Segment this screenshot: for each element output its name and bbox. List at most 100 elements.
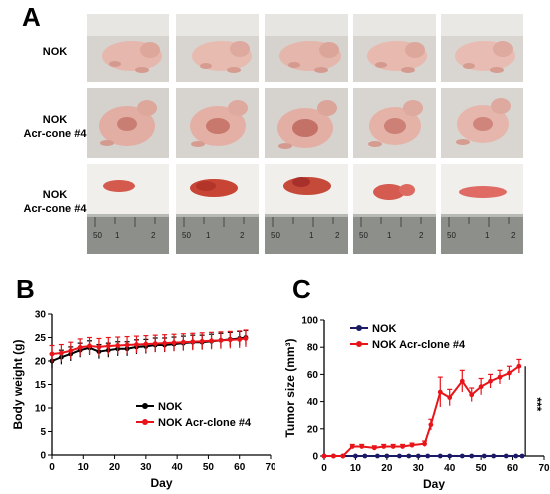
x-tick-label: 0 — [49, 462, 55, 473]
data-point — [237, 336, 243, 342]
x-tick-label: 20 — [381, 463, 393, 474]
body-weight-chart: 0 10 20 30 40 50 60 70 0 5 10 15 20 25 30 Day Body weigh… — [11, 310, 275, 491]
ruler-label-4c: 2 — [419, 231, 424, 240]
photo-tumor-4: 50 1 2 — [353, 164, 436, 254]
data-point — [381, 444, 387, 449]
x-tick-label: 70 — [538, 463, 550, 474]
photo-tumor-3: 50 1 2 — [265, 164, 348, 254]
legend-marker — [356, 325, 362, 331]
data-point — [425, 453, 431, 459]
series-0 — [321, 453, 525, 459]
legend-marker — [142, 419, 148, 425]
panel-c-letter: C — [292, 274, 311, 304]
row-label-2-line1: NOK — [42, 114, 68, 126]
data-point — [507, 370, 512, 376]
photo-acr-mouse-3 — [265, 88, 348, 158]
data-point — [190, 339, 196, 345]
ruler-label-4a: 50 — [359, 231, 368, 240]
data-point — [58, 350, 64, 356]
ruler-label-3a: 50 — [271, 231, 280, 240]
series-1 — [49, 329, 249, 363]
photo-nok-mouse-3 — [265, 14, 348, 82]
data-point — [516, 363, 522, 369]
x-tick-label: 30 — [413, 463, 425, 474]
data-point — [87, 343, 92, 349]
ruler-label-1b: 1 — [115, 231, 120, 240]
data-point — [375, 453, 380, 459]
data-point — [321, 453, 327, 459]
data-point — [459, 453, 465, 459]
ruler-label-4b: 1 — [387, 231, 392, 240]
x-tick-label: 0 — [321, 463, 327, 474]
legend-marker — [356, 341, 362, 347]
data-point — [437, 389, 443, 395]
legend-label-1: NOK Acr-clone #4 — [158, 417, 252, 429]
row-label-2-line2: Acr-cone #4 — [23, 128, 87, 140]
data-point — [68, 348, 74, 354]
x-tick-label: 60 — [507, 463, 519, 474]
data-point — [481, 453, 487, 459]
row-label-3-line2: Acr-cone #4 — [23, 203, 87, 215]
data-point — [503, 453, 509, 459]
ruler-label-5c: 2 — [511, 231, 516, 240]
series-line — [51, 337, 247, 355]
data-point — [497, 374, 503, 380]
photo-acr-mouse-1 — [87, 88, 169, 158]
y-tick-label: 20 — [307, 424, 319, 435]
data-point — [447, 395, 453, 400]
y-tick-label: 25 — [35, 333, 47, 344]
data-point — [478, 384, 484, 390]
x-tick-label: 40 — [444, 463, 456, 474]
photo-nok-mouse-2 — [176, 14, 259, 82]
row-label-3-line1: NOK — [42, 189, 68, 201]
data-point — [243, 336, 249, 341]
ruler-label-2b: 1 — [206, 231, 211, 240]
y-tick-label: 0 — [312, 452, 318, 463]
data-point — [49, 351, 55, 357]
data-point — [469, 392, 475, 398]
photo-nok-mouse-5 — [441, 14, 523, 82]
ruler-label-2a: 50 — [182, 231, 191, 240]
data-point — [406, 453, 412, 459]
data-point — [171, 340, 177, 346]
ruler-label-3b: 1 — [309, 231, 314, 240]
data-point — [397, 453, 402, 459]
data-point — [447, 453, 453, 459]
data-point — [459, 378, 465, 384]
photo-acr-mouse-2 — [176, 88, 259, 158]
photo-nok-mouse-4 — [353, 14, 436, 82]
data-point — [353, 453, 358, 459]
data-point — [400, 444, 405, 449]
data-point — [331, 453, 336, 459]
data-point — [491, 453, 497, 459]
data-point — [227, 337, 233, 343]
x-tick-label: 10 — [350, 463, 362, 474]
y-tick-label: 10 — [35, 404, 47, 415]
legend-marker — [142, 403, 148, 409]
row-label-2: NOK Acr-cone #4 — [10, 113, 100, 141]
data-point — [209, 338, 214, 344]
x-axis-title: Day — [423, 477, 445, 490]
y-axis-title: Body weight (g) — [11, 340, 25, 430]
data-point — [349, 444, 355, 449]
photo-tumor-1: 50 1 2 — [87, 164, 169, 254]
x-tick-label: 30 — [140, 462, 152, 473]
legend-label-0: NOK — [158, 401, 183, 413]
y-tick-label: 5 — [40, 427, 46, 438]
x-tick-label: 50 — [203, 462, 215, 473]
row-label-1: NOK — [10, 45, 100, 59]
legend-label-0: NOK — [372, 323, 397, 335]
data-point — [422, 441, 427, 447]
tumor-size-chart: 0 10 20 30 40 50 60 70 0 20 40 60 80 100 Day Tumor size… — [283, 316, 550, 491]
data-point — [77, 344, 83, 350]
data-point — [384, 453, 390, 459]
data-point — [181, 339, 186, 345]
data-point — [199, 338, 205, 344]
x-axis-title: Day — [150, 476, 172, 490]
row-label-3: NOK Acr-cone #4 — [10, 188, 100, 216]
x-tick-label: 70 — [265, 462, 275, 473]
y-tick-label: 60 — [307, 370, 319, 381]
data-point — [96, 344, 102, 350]
y-axis-title: Tumor size (mm³) — [283, 338, 297, 437]
data-point — [218, 337, 224, 343]
